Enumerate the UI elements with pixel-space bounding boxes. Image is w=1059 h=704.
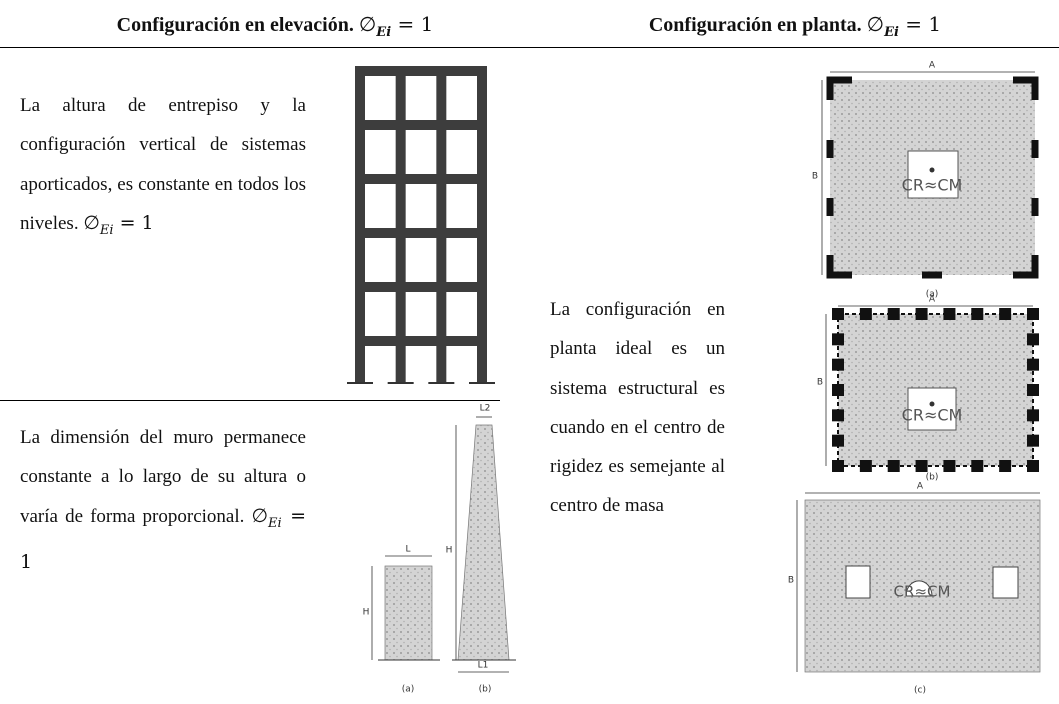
header-left: Configuración en elevación. ∅Ei = 1 (40, 12, 510, 40)
label: A (917, 482, 924, 492)
shape (971, 308, 984, 320)
shape (832, 384, 844, 396)
label: CR≈CM (894, 583, 951, 601)
subscript: Ei (268, 515, 282, 531)
shape (915, 460, 928, 472)
shape (446, 76, 477, 120)
shape (365, 184, 396, 228)
shape (832, 308, 844, 320)
shape (999, 460, 1012, 472)
caption: (a) (402, 685, 415, 695)
caption: (b) (479, 685, 492, 695)
symbol: ∅ (251, 504, 269, 527)
shape (355, 346, 365, 382)
paragraph: La configuración en planta ideal es un s… (550, 299, 725, 517)
label: H (363, 608, 370, 618)
subscript: Ei (884, 25, 899, 40)
shape (943, 308, 956, 320)
symbol: ∅ (358, 12, 377, 36)
shape (887, 308, 900, 320)
shape (365, 130, 396, 174)
shape (405, 184, 437, 228)
label: A (929, 295, 936, 305)
text: La dimensión del muro permanece constant… (20, 427, 306, 527)
shape (395, 346, 406, 382)
plan-c: A B CR≈CM (c) (788, 482, 1041, 696)
shape (832, 358, 844, 371)
subscript: Ei (99, 222, 114, 238)
shape (365, 292, 396, 336)
shape (1027, 333, 1039, 346)
header-text: Configuración en elevación. (116, 14, 354, 36)
shape (859, 460, 872, 472)
shape (365, 238, 396, 282)
caption: (c) (914, 686, 926, 696)
header-right: Configuración en planta. ∅Ei = 1 (560, 12, 1030, 40)
wall-b: L2 H L1 (b) (446, 404, 516, 695)
symbol: ∅ (83, 211, 100, 234)
shape (971, 460, 984, 472)
shape (1027, 358, 1039, 371)
shape (477, 346, 487, 382)
shape (859, 308, 872, 320)
label: CR≈CM (902, 176, 963, 195)
shape (1027, 409, 1039, 422)
label: B (817, 378, 823, 388)
shape (999, 308, 1012, 320)
shape (1027, 460, 1039, 472)
shape (365, 76, 396, 120)
paragraph: La altura de entrepiso y la configuració… (20, 86, 306, 250)
shape (832, 409, 844, 422)
label: L2 (480, 404, 491, 414)
shape (405, 238, 437, 282)
label: L (405, 545, 410, 555)
equals: = 1 (905, 12, 942, 36)
equals: = 1 (119, 211, 154, 234)
equals: = 1 (20, 504, 306, 573)
equals: = 1 (397, 12, 434, 36)
caption: (a) (926, 290, 939, 300)
shape (832, 434, 844, 447)
shape (832, 460, 844, 472)
header-text: Configuración en planta. (648, 14, 862, 36)
plan-b: A B CR≈CM (b) (817, 295, 1039, 483)
label: B (812, 172, 818, 182)
shape (1027, 384, 1039, 396)
label: L1 (478, 661, 489, 671)
text: La altura de entrepiso y la configuració… (20, 95, 306, 234)
shape (446, 184, 477, 228)
shape (405, 76, 437, 120)
symbol: ∅ (866, 12, 885, 36)
shape (446, 130, 477, 174)
shape (832, 333, 844, 346)
paragraph: La dimensión del muro permanece constant… (20, 418, 306, 582)
header-rule (0, 47, 1059, 48)
caption: (b) (926, 473, 939, 483)
subscript: Ei (376, 25, 392, 40)
label: A (929, 61, 936, 71)
shape (1027, 308, 1039, 320)
shape (405, 130, 437, 174)
wall-a: L H (a) (363, 545, 440, 695)
label: H (446, 546, 453, 556)
plan-a: A B CR≈CM (a) (812, 61, 1039, 300)
row-rule (0, 400, 500, 401)
label: CR≈CM (902, 406, 963, 425)
frame-elevation (347, 66, 495, 384)
shape (446, 292, 477, 336)
label: B (788, 576, 794, 586)
shape (405, 292, 437, 336)
shape (943, 460, 956, 472)
shape (446, 238, 477, 282)
shape (915, 308, 928, 320)
shape (1027, 434, 1039, 447)
shape (887, 460, 900, 472)
shape (436, 346, 447, 382)
